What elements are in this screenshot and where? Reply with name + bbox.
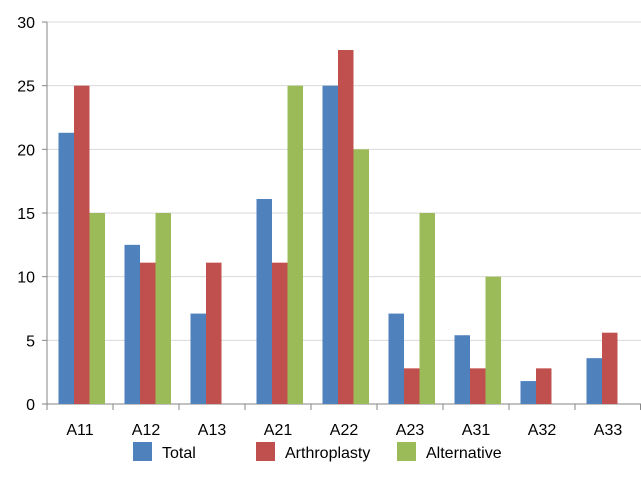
bar-total-a32 xyxy=(520,381,536,404)
y-tick-label: 20 xyxy=(17,142,35,159)
y-tick-label: 0 xyxy=(26,397,35,414)
y-tick-label: 5 xyxy=(26,333,35,350)
bar-arthroplasty-a33 xyxy=(602,332,618,404)
bar-arthroplasty-a13 xyxy=(206,262,222,404)
y-tick-label: 15 xyxy=(17,206,35,223)
bars xyxy=(58,50,618,405)
bar-alternative-a22 xyxy=(353,149,369,404)
x-tick-labels: A11 A12 A13 A21 A22 A23 A31 A32 A33 xyxy=(66,422,622,439)
bar-total-a21 xyxy=(256,198,272,404)
bar-arthroplasty-a21 xyxy=(272,262,288,404)
legend-label: Total xyxy=(162,445,196,462)
bar-arthroplasty-a11 xyxy=(74,85,90,405)
bar-total-a31 xyxy=(454,335,470,404)
bar-total-a12 xyxy=(124,244,140,404)
bar-arthroplasty-a22 xyxy=(338,50,354,404)
bar-arthroplasty-a12 xyxy=(140,262,156,404)
bar-arthroplasty-a31 xyxy=(470,368,486,404)
bar-total-a22 xyxy=(322,85,338,405)
bar-total-a33 xyxy=(586,358,602,404)
bar-alternative-a23 xyxy=(419,213,435,404)
bar-arthroplasty-a32 xyxy=(536,368,552,404)
bar-total-a13 xyxy=(190,313,206,404)
y-tick-labels: 0 5 10 15 20 25 30 xyxy=(17,15,35,414)
bar-alternative-a21 xyxy=(287,85,303,405)
bar-alternative-a31 xyxy=(485,276,501,404)
x-tick-label: A13 xyxy=(198,422,227,439)
legend-label: Arthroplasty xyxy=(285,445,370,462)
legend-item-total: Total xyxy=(133,442,196,462)
y-tick-label: 25 xyxy=(17,79,35,96)
x-tick-label: A22 xyxy=(330,422,359,439)
x-tick-label: A21 xyxy=(264,422,293,439)
legend-swatch xyxy=(397,442,416,461)
bar-alternative-a11 xyxy=(89,213,105,404)
legend-label: Alternative xyxy=(426,445,502,462)
y-tick-label: 30 xyxy=(17,15,35,32)
legend-item-alternative: Alternative xyxy=(397,442,502,462)
x-tick-label: A23 xyxy=(396,422,425,439)
y-tick-label: 10 xyxy=(17,270,35,287)
bar-alternative-a12 xyxy=(155,213,171,404)
x-tick-label: A12 xyxy=(132,422,161,439)
bar-arthroplasty-a23 xyxy=(404,368,420,404)
x-tick-label: A32 xyxy=(528,422,557,439)
x-tick-label: A31 xyxy=(462,422,491,439)
bar-total-a11 xyxy=(58,132,74,404)
legend: Total Arthroplasty Alternative xyxy=(133,442,502,462)
legend-item-arthroplasty: Arthroplasty xyxy=(256,442,370,462)
x-tick-label: A33 xyxy=(594,422,623,439)
legend-swatch xyxy=(256,442,275,461)
legend-swatch xyxy=(133,442,152,461)
bar-total-a23 xyxy=(388,313,404,404)
x-tick-label: A11 xyxy=(66,422,93,439)
